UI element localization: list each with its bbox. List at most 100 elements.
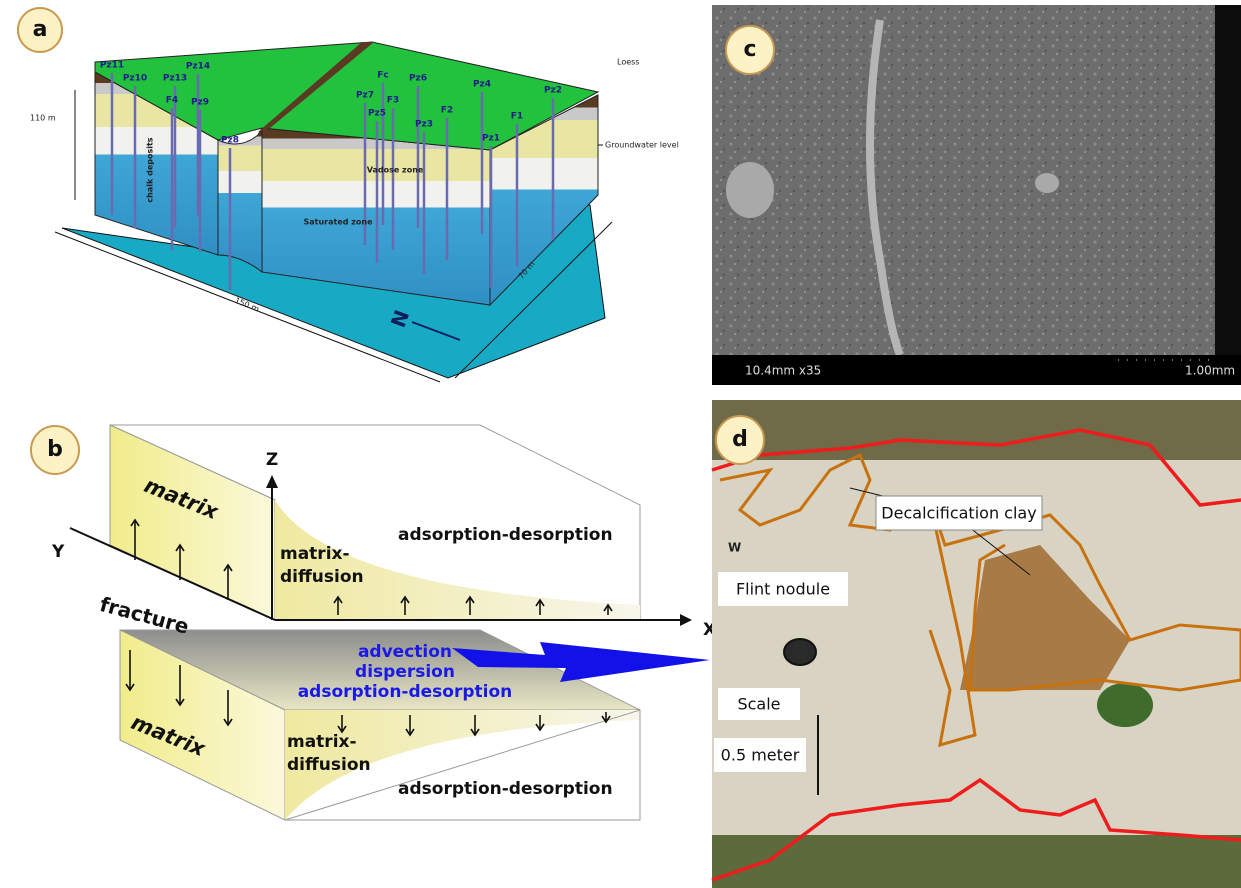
arrow-head	[601, 715, 611, 724]
well-group: Pz11 Pz10 Pz13 Pz14 F4 Pz9 Pz8 Fc Pz6 Pz4 Pz2 Pz7 F3…	[100, 61, 562, 290]
panel-label-bg	[725, 25, 775, 75]
y-axis	[69, 527, 276, 621]
diffusion-label: matrix-	[287, 732, 357, 752]
info-text: 10.4mm x35	[745, 364, 821, 378]
length-arrow	[54, 231, 441, 383]
well-label: F3	[387, 96, 399, 106]
label-box	[718, 688, 800, 720]
arrow-head	[175, 543, 185, 552]
axis-head	[680, 614, 692, 626]
lower-diffusion	[285, 710, 640, 820]
label-box	[875, 495, 1043, 531]
well-label: Pz2	[544, 86, 562, 96]
well-label: F4	[166, 96, 178, 106]
north-arrow	[411, 321, 461, 341]
arrow-head	[337, 725, 347, 734]
direction-label: W	[728, 541, 741, 555]
arrow-head	[405, 728, 415, 737]
arrow-head	[223, 563, 233, 572]
well-label: Pz3	[415, 120, 433, 130]
well-label: Pz11	[100, 61, 124, 71]
well-label: F2	[441, 106, 453, 116]
loess-label: Loess	[617, 58, 639, 67]
clay-label: Decalcification clay	[881, 504, 1036, 523]
micrograph	[712, 5, 1241, 385]
diffusion-label: diffusion	[280, 567, 364, 587]
panel-d: Decalcification clay Flint nodule Scale …	[711, 400, 1241, 888]
well-label: Pz10	[123, 74, 147, 84]
arrow-head	[175, 698, 185, 707]
panel-label-bg	[30, 425, 80, 475]
panel-b: Z Y X matrix adsorption-desorption matri…	[30, 424, 716, 821]
arrow-head	[465, 595, 475, 604]
flow-arrow	[452, 642, 710, 682]
panel-a: Pz11 Pz10 Pz13 Pz14 F4 Pz9 Pz8 Fc Pz6 Pz4 Pz2 Pz7 F3…	[17, 7, 679, 383]
plant	[1097, 683, 1153, 727]
clay-outline	[928, 524, 977, 748]
upper-diffusion	[275, 500, 640, 620]
arrow-head	[125, 683, 135, 692]
well-label: Pz14	[186, 62, 210, 72]
height-label: 110 m	[30, 114, 56, 123]
grain	[1035, 173, 1059, 193]
well-label: Fc	[377, 71, 388, 81]
lower-box	[284, 709, 641, 821]
label-box	[714, 738, 806, 772]
arrow-head	[535, 723, 545, 732]
well-label: Pz4	[473, 80, 491, 90]
well-label: F1	[511, 112, 523, 122]
edge	[1215, 5, 1241, 385]
saturated-label: Saturated zone	[303, 218, 373, 227]
arrow-head	[333, 595, 343, 604]
grain	[726, 162, 774, 218]
panel-c: 10.4mm x35 1.00mm c	[712, 5, 1241, 385]
transport-label: adsorption-desorption	[298, 682, 513, 702]
transport-label: advection	[358, 642, 452, 662]
chalk-label: chalk deposits	[146, 137, 155, 202]
arrow-head	[130, 518, 140, 527]
label-box	[718, 572, 848, 606]
arrow-head	[535, 598, 545, 607]
vein	[866, 19, 904, 357]
scale-value: 0.5 meter	[721, 746, 800, 765]
well-label: Pz13	[163, 74, 187, 84]
clay-pocket	[960, 545, 1130, 690]
vegetation	[712, 835, 1241, 888]
boundary-line	[711, 428, 1241, 507]
width-arrow	[454, 221, 613, 379]
diffusion-label: diffusion	[287, 755, 371, 775]
arrow-group	[125, 518, 613, 737]
trench	[258, 42, 374, 132]
well-label: Pz7	[356, 91, 374, 101]
flint-label: Flint nodule	[736, 580, 830, 599]
panel-label-bg	[715, 415, 765, 465]
panel-label: a	[33, 17, 48, 42]
north-label: N	[385, 307, 413, 331]
well-label: Pz6	[409, 74, 427, 84]
panel-label: b	[47, 437, 63, 462]
well-label: Pz1	[482, 134, 500, 144]
scale-text: 1.00mm	[1185, 364, 1235, 378]
arrow-head	[400, 595, 410, 604]
panel-label: c	[743, 37, 756, 62]
vadose-label: Vadose zone	[367, 166, 424, 175]
well-label: Pz9	[191, 98, 209, 108]
arrow-head	[470, 728, 480, 737]
panel-label-bg	[17, 7, 63, 53]
arrow-head	[223, 718, 233, 727]
groundwater-label: Groundwater level	[605, 141, 679, 150]
clay-outline	[719, 452, 1241, 692]
scale-label: Scale	[737, 695, 780, 714]
sorption-label: adsorption-desorption	[398, 779, 613, 799]
z-label: Z	[266, 450, 278, 470]
well-label: Pz8	[221, 136, 239, 146]
y-label: Y	[51, 542, 65, 562]
flint-nodule	[783, 638, 817, 666]
panel-label: d	[732, 427, 748, 452]
sorption-label: adsorption-desorption	[398, 525, 613, 545]
notch-face	[217, 126, 263, 274]
axis-head	[266, 475, 278, 488]
info-bar	[712, 355, 1241, 385]
transport-label: dispersion	[355, 662, 455, 682]
